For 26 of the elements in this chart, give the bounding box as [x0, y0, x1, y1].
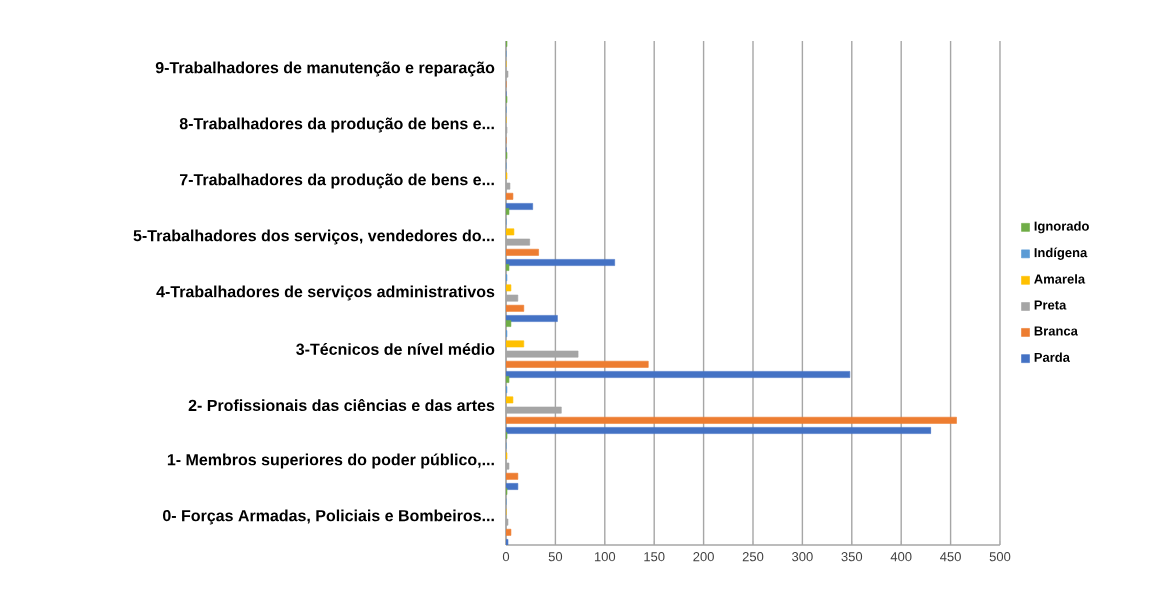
legend-label: Indígena [1034, 247, 1088, 260]
legend-label: Amarela [1034, 274, 1086, 284]
x-tick-label: 0 [502, 552, 510, 562]
x-tick-label: 200 [693, 552, 714, 562]
x-tick-label: 400 [890, 552, 912, 562]
y-tick-label: 1- Membros superiores do poder público,... [167, 453, 494, 469]
y-tick-label: 4-Trabalhadores de serviços administrativos [156, 285, 495, 301]
y-tick-label: 2- Profissionais das ciências e das artes [188, 398, 495, 412]
legend-label: Preta [1034, 300, 1067, 310]
x-tick-label: 100 [594, 552, 616, 562]
legend-label: Branca [1034, 326, 1078, 336]
x-tick-label: 50 [548, 552, 563, 562]
y-tick-label: 9-Trabalhadores de manutenção e reparação [155, 61, 495, 77]
legend-label: Ignorado [1034, 221, 1089, 234]
x-tick-label: 250 [742, 552, 764, 562]
y-tick-label: 3-Técnicos de nível médio [296, 343, 495, 355]
x-tick-label: 500 [989, 552, 1011, 562]
y-tick-label: 0- Forças Armadas, Policiais e Bombeiros... [162, 509, 494, 525]
y-tick-label: 5-Trabalhadores dos serviços, vendedores do... [133, 229, 494, 245]
x-tick-label: 350 [841, 552, 863, 562]
x-tick-label: 150 [644, 552, 665, 562]
y-tick-label: 8-Trabalhadores da produção de bens e... [179, 117, 494, 133]
x-tick-label: 450 [940, 552, 961, 562]
legend-label: Parda [1034, 352, 1071, 362]
x-tick-label: 300 [792, 552, 813, 562]
y-tick-label: 7-Trabalhadores da produção de bens e... [179, 173, 494, 189]
